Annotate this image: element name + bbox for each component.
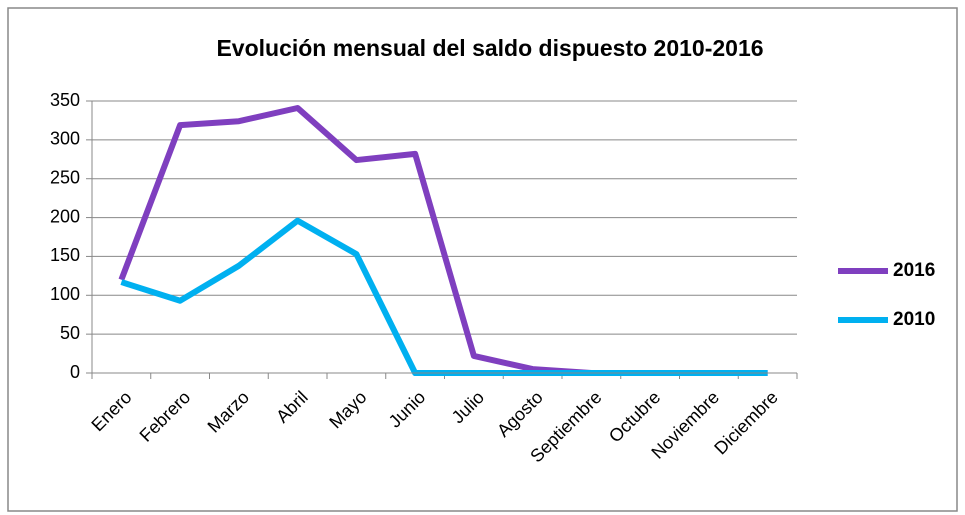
y-tick-label: 50 [60,323,80,343]
y-tick-label: 350 [50,90,80,110]
chart-title: Evolución mensual del saldo dispuesto 20… [216,35,763,61]
y-tick-label: 0 [70,362,80,382]
y-tick-label: 100 [50,284,80,304]
chart-frame [7,7,958,512]
y-tick-label: 150 [50,245,80,265]
legend-label: 2016 [893,260,935,281]
legend-label: 2010 [893,309,935,330]
y-tick-label: 200 [50,206,80,226]
y-tick-label: 300 [50,129,80,149]
y-tick-label: 250 [50,167,80,187]
